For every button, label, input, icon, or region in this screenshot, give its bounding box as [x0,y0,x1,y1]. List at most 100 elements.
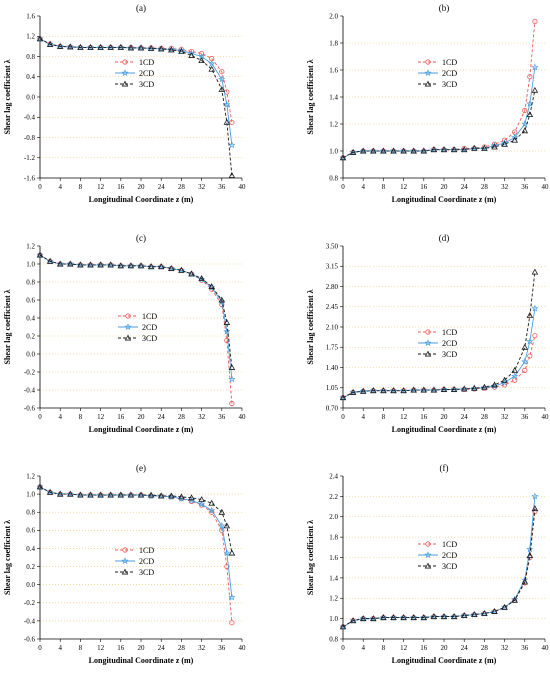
data-point-2cd [167,45,175,53]
x-tick-label: 24 [158,413,166,421]
data-point-3cd [218,508,226,515]
data-point-3cd [410,386,417,393]
data-point-2cd [410,147,418,155]
data-point-3cd [526,111,534,118]
x-tick-label: 24 [461,413,469,421]
data-point-3cd [471,384,478,391]
x-tick-label: 16 [420,413,428,421]
legend-label: 2CD [139,557,154,566]
y-axis-title: Shear lag coefficient λ [3,520,12,595]
x-tick-label: 0 [341,413,345,421]
y-tick-label: 0.0 [26,350,35,358]
data-point-2cd [460,385,468,392]
data-point-2cd [531,63,539,71]
data-point-2cd [208,506,216,514]
data-point-2cd [127,491,135,499]
data-point-2cd [223,549,231,557]
data-point-2cd [66,43,74,50]
x-tick-label: 32 [501,644,509,652]
y-tick-label: 1.0 [329,615,338,623]
data-point-3cd [430,386,438,393]
data-point-3cd [137,491,145,498]
data-point-2cd [86,491,95,499]
x-tick-label: 36 [218,413,226,421]
x-tick-label: 20 [441,413,449,421]
y-tick-label: 1.2 [329,120,338,128]
x-tick-label: 28 [178,644,186,652]
data-point-2cd [400,613,408,621]
data-point-2cd [531,492,539,500]
data-point-3cd [481,610,488,617]
y-tick-label: 1.2 [26,33,35,41]
data-point-2cd [440,145,448,153]
data-point-3cd [339,623,347,630]
x-axis-title: Longitudinal Coordinate z (m) [89,195,194,204]
x-tick-label: 20 [138,183,146,191]
y-tick-label: -1.6 [24,174,36,182]
data-point-3cd [46,257,54,264]
data-point-3cd [410,614,417,621]
data-point-3cd [36,483,44,490]
data-point-2cd [157,45,165,52]
data-point-2cd [223,327,231,335]
data-point-3cd [359,387,367,394]
x-tick-label: 28 [481,413,489,421]
legend-label: 2CD [442,69,457,78]
data-point-2cd [450,385,458,393]
data-point-2cd [521,576,529,583]
x-tick-label: 12 [97,644,105,652]
y-axis-title: Shear lag coefficient λ [3,289,12,364]
data-point-3cd [349,388,357,395]
legend-marker [122,59,128,65]
y-tick-label: 0.70 [326,404,339,412]
data-point-3cd [501,376,508,383]
data-point-3cd [359,615,367,622]
panel-title: (e) [136,463,146,473]
data-point-3cd [380,147,387,154]
legend: 1CD 2CD 3CD [115,546,154,577]
data-point-2cd [450,145,458,153]
data-point-2cd [218,75,226,83]
panel-title: (f) [440,463,449,473]
chart-panel: 0 4 8 12 16 20 24 28 32 36 40 0.70 1.05 1.40 1.75 2.10 2… [306,233,549,434]
data-point-3cd [481,383,488,390]
x-tick-label: 28 [481,183,489,191]
data-point-3cd [511,596,518,603]
series-line-1cd [39,254,233,404]
legend-label: 3CD [442,80,457,89]
data-point-3cd [228,549,236,556]
data-point-3cd [77,43,84,50]
data-point-3cd [228,364,236,370]
data-point-3cd [178,266,185,273]
y-tick-label: 0.8 [26,509,35,517]
data-point-3cd [400,387,407,394]
data-point-2cd [420,613,428,621]
x-tick-label: 40 [239,183,247,191]
x-axis-title: Longitudinal Coordinate z (m) [89,656,194,665]
data-point-2cd [137,491,145,499]
data-point-3cd [430,146,438,153]
series-line-1cd [39,486,233,623]
data-point-3cd [178,48,185,54]
data-point-3cd [56,490,64,497]
data-point-3cd [46,40,54,47]
data-point-3cd [339,394,347,401]
y-tick-label: 1.6 [329,66,338,74]
data-point-2cd [208,59,216,67]
data-point-2cd [137,262,145,269]
chart-panel: 0 4 8 12 16 20 24 28 32 36 40 -1.6 -1.2 -0.8 -0.4 0.0 0.… [3,3,246,204]
data-point-2cd [410,386,418,394]
data-point-3cd [481,144,488,151]
data-point-2cd [97,261,105,268]
data-point-2cd [359,387,367,395]
y-tick-label: 1.2 [329,595,338,603]
x-tick-label: 4 [361,183,365,191]
data-point-3cd [430,613,438,620]
y-tick-label: 2.10 [326,323,339,331]
data-point-2cd [389,386,398,394]
panel-title: (c) [136,233,146,243]
data-point-2cd [66,260,74,268]
data-point-3cd [117,262,125,269]
